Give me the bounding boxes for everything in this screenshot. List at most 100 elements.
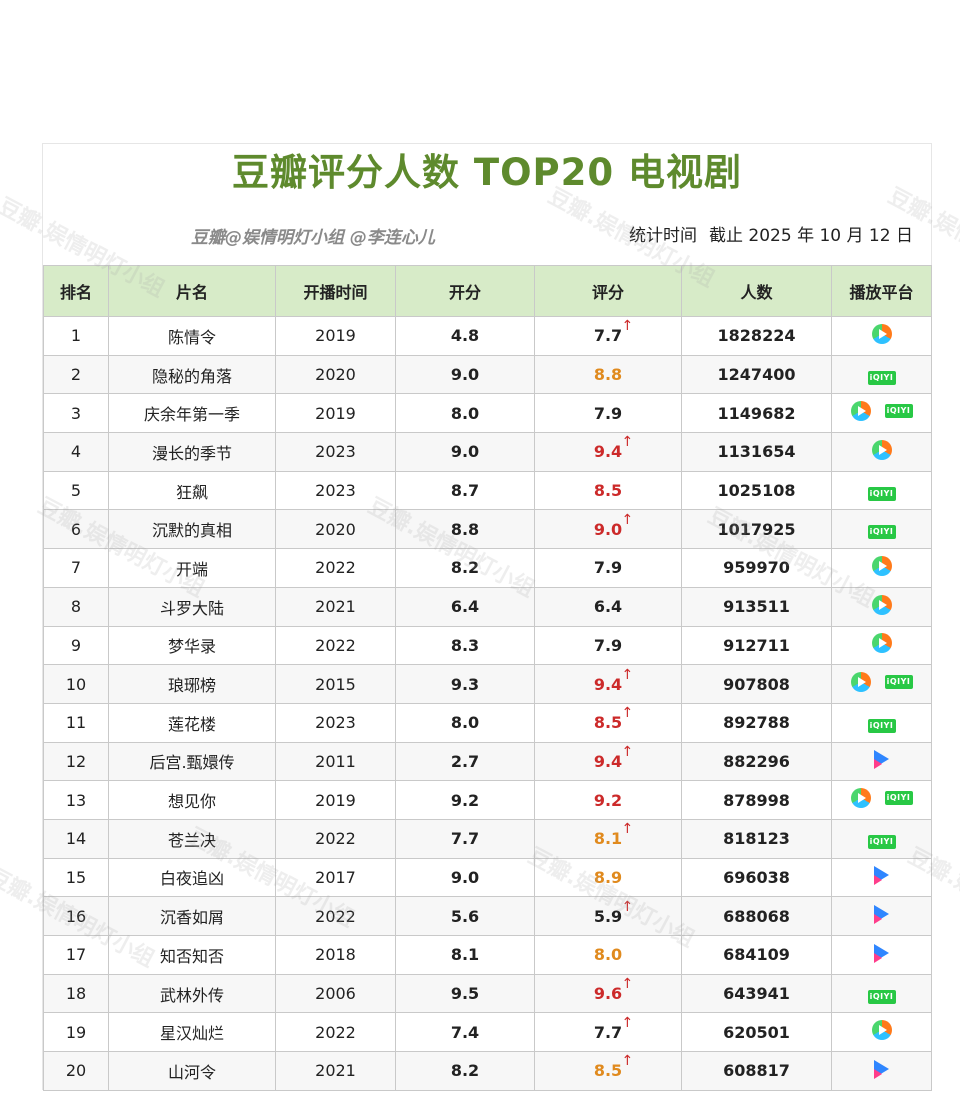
iqiyi-icon: iQIYI bbox=[867, 370, 896, 385]
ranking-table: 排名 片名 开播时间 开分 评分 人数 播放平台 1 陈情令 2019 4.8 7.7 ↑… bbox=[43, 265, 932, 1091]
score-cell: 8.0 bbox=[534, 935, 682, 975]
title-cell: 梦华录 bbox=[108, 625, 276, 666]
header-count: 人数 bbox=[681, 265, 832, 317]
count-cell: 912711 bbox=[681, 625, 832, 666]
tencent-video-icon bbox=[871, 323, 892, 344]
title-cell: 白夜追凶 bbox=[108, 857, 276, 898]
score-value: 8.9 bbox=[594, 868, 622, 887]
ranking-sheet: 豆瓣评分人数 TOP20 电视剧 豆瓣@娱情明灯小组 @李连心儿 统计时间 截止 … bbox=[42, 143, 932, 1091]
platform-cell bbox=[831, 741, 932, 782]
table-row: 1 陈情令 2019 4.8 7.7 ↑ 1828224 bbox=[43, 316, 932, 356]
iqiyi-icon: iQIYI bbox=[867, 718, 896, 733]
platform-cell: iQIYI bbox=[831, 664, 932, 704]
title-cell: 莲花楼 bbox=[108, 702, 276, 743]
rank-cell: 7 bbox=[43, 548, 109, 588]
score-text: 8.0 bbox=[593, 945, 623, 965]
count-cell: 620501 bbox=[681, 1012, 832, 1053]
title-cell: 陈情令 bbox=[108, 316, 276, 356]
title-cell: 想见你 bbox=[108, 780, 276, 820]
platform-cell: iQIYI bbox=[831, 702, 932, 743]
score-value: 7.7 ↑ bbox=[593, 1015, 633, 1042]
title-cell: 琅琊榜 bbox=[108, 664, 276, 704]
score-text: 9.0 bbox=[593, 519, 623, 539]
score-cell: 5.9 ↑ bbox=[534, 896, 682, 936]
count-cell: 818123 bbox=[681, 818, 832, 859]
year-cell: 2023 bbox=[275, 702, 396, 743]
score-cell: 7.7 ↑ bbox=[534, 316, 682, 356]
score-cell: 7.9 bbox=[534, 393, 682, 434]
open-score-cell: 9.5 bbox=[395, 973, 535, 1014]
title-cell: 隐秘的角落 bbox=[108, 354, 276, 395]
table-row: 18 武林外传 2006 9.5 9.6 ↑ 643941 iQIYI bbox=[43, 973, 932, 1014]
year-cell: 2019 bbox=[275, 393, 396, 434]
score-value: 8.1 ↑ bbox=[593, 821, 633, 849]
year-cell: 2020 bbox=[275, 354, 396, 395]
year-cell: 2022 bbox=[275, 548, 396, 588]
count-cell: 1131654 bbox=[681, 432, 832, 472]
count-cell: 608817 bbox=[681, 1051, 832, 1091]
credit-text: 豆瓣@娱情明灯小组 @李连心儿 bbox=[191, 228, 435, 248]
open-score-cell: 8.0 bbox=[395, 393, 535, 434]
youku-icon bbox=[874, 1059, 889, 1079]
platform-cell bbox=[831, 586, 932, 627]
up-arrow-icon: ↑ bbox=[621, 705, 634, 722]
score-text: 5.9 bbox=[593, 906, 623, 926]
stats-value: 截止 2025 年 10 月 12 日 bbox=[709, 226, 913, 246]
year-cell: 2023 bbox=[275, 470, 396, 511]
iqiyi-icon: iQIYI bbox=[867, 486, 896, 501]
open-score-cell: 7.7 bbox=[395, 818, 535, 859]
table-row: 2 隐秘的角落 2020 9.0 8.8 1247400 iQIYI bbox=[43, 354, 932, 395]
score-text: 9.4 bbox=[593, 751, 623, 771]
score-cell: 9.2 bbox=[534, 780, 682, 820]
score-text: 9.4 bbox=[593, 442, 623, 462]
title-cell: 沉默的真相 bbox=[108, 509, 276, 550]
count-cell: 907808 bbox=[681, 664, 832, 704]
score-text: 8.9 bbox=[593, 867, 623, 887]
platform-cell: iQIYI bbox=[831, 393, 932, 434]
count-cell: 1149682 bbox=[681, 393, 832, 434]
score-cell: 9.0 ↑ bbox=[534, 509, 682, 550]
open-score-cell: 6.4 bbox=[395, 586, 535, 627]
tencent-video-icon bbox=[850, 788, 871, 809]
title-cell: 苍兰决 bbox=[108, 818, 276, 859]
score-text: 8.8 bbox=[593, 365, 623, 385]
rank-cell: 18 bbox=[43, 973, 109, 1014]
score-value: 8.5 ↑ bbox=[594, 1053, 633, 1080]
year-cell: 2015 bbox=[275, 664, 396, 704]
open-score-cell: 4.8 bbox=[395, 316, 535, 356]
score-text: 8.1 bbox=[593, 829, 623, 849]
score-cell: 8.5 ↑ bbox=[534, 1051, 682, 1091]
open-score-cell: 8.3 bbox=[395, 625, 535, 666]
platform-cell bbox=[831, 548, 932, 588]
count-cell: 892788 bbox=[681, 702, 832, 743]
stats-label: 统计时间 bbox=[629, 226, 697, 246]
score-value: 8.5 ↑ bbox=[594, 705, 633, 732]
table-row: 8 斗罗大陆 2021 6.4 6.4 913511 bbox=[43, 586, 932, 627]
score-text: 6.4 bbox=[593, 597, 623, 617]
score-value: 5.9 ↑ bbox=[593, 899, 633, 926]
platform-cell bbox=[831, 432, 932, 472]
score-value: 7.9 bbox=[594, 636, 622, 655]
score-cell: 9.4 ↑ bbox=[534, 432, 682, 472]
table-row: 5 狂飙 2023 8.7 8.5 1025108 iQIYI bbox=[43, 470, 932, 511]
table-body: 1 陈情令 2019 4.8 7.7 ↑ 1828224 2 隐秘的角落 2020 9.0 8.8 12… bbox=[43, 316, 932, 1091]
score-value: 9.2 bbox=[594, 791, 622, 810]
score-text: 7.7 bbox=[593, 326, 623, 346]
year-cell: 2021 bbox=[275, 1051, 396, 1091]
score-cell: 9.4 ↑ bbox=[534, 664, 682, 704]
tencent-video-icon bbox=[850, 672, 871, 693]
platform-cell: iQIYI bbox=[831, 354, 932, 395]
score-cell: 7.9 bbox=[534, 548, 682, 588]
score-value: 7.9 bbox=[594, 404, 622, 423]
title-cell: 漫长的季节 bbox=[108, 432, 276, 472]
platform-cell: iQIYI bbox=[831, 973, 932, 1014]
header-platform: 播放平台 bbox=[831, 265, 932, 317]
rank-cell: 14 bbox=[43, 818, 109, 859]
score-text: 9.4 bbox=[593, 674, 623, 694]
year-cell: 2019 bbox=[275, 780, 396, 820]
header-year: 开播时间 bbox=[275, 265, 396, 317]
open-score-cell: 9.0 bbox=[395, 354, 535, 395]
score-text: 7.7 bbox=[593, 1022, 623, 1042]
rank-cell: 4 bbox=[43, 432, 109, 472]
title-cell: 武林外传 bbox=[108, 973, 276, 1014]
